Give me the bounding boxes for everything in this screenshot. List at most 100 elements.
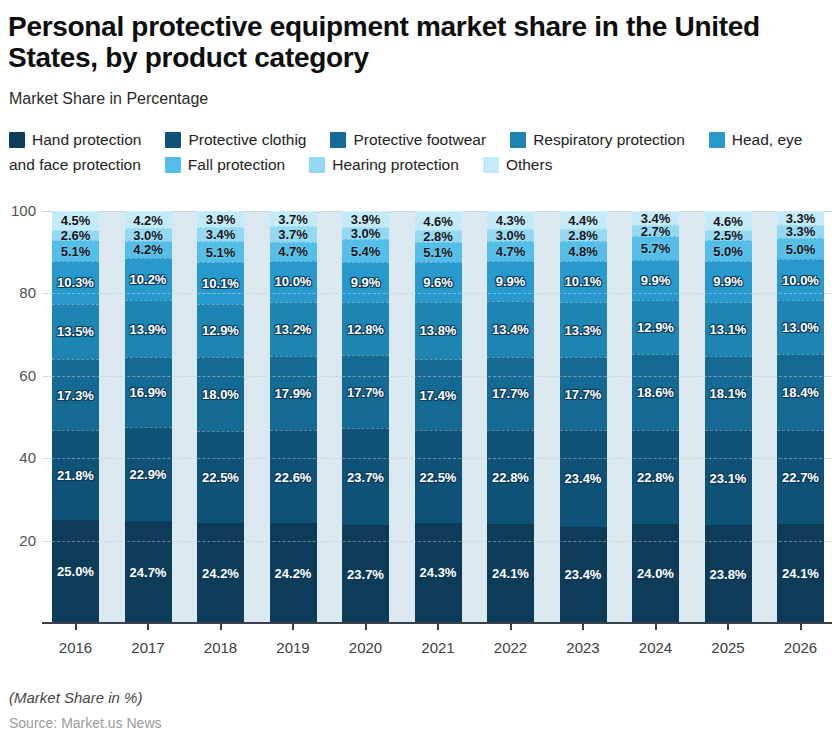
bar-segment-label: 5.0% [786, 242, 816, 257]
bar-segment: 3.0% [125, 228, 172, 240]
bar-segment-label: 5.7% [641, 241, 671, 256]
bar-segment: 22.8% [632, 430, 679, 524]
bar-segment: 4.2% [125, 241, 172, 258]
bar-segment: 24.2% [270, 523, 317, 623]
bar-segment: 13.8% [415, 302, 462, 359]
bar-segment: 24.7% [125, 521, 172, 623]
x-axis-label: 2021 [402, 639, 474, 656]
bar-segment: 5.1% [197, 241, 244, 262]
y-axis-label: 20 [0, 532, 36, 549]
bar-segment-label: 25.0% [57, 564, 94, 579]
bar-segment: 22.8% [487, 430, 534, 524]
bar-segment-label: 3.7% [278, 212, 308, 227]
bar-segment-label: 24.2% [275, 566, 312, 581]
stacked-bar-2020: 23.7%23.7%17.7%12.8%9.9%5.4%3.0%3.9% [342, 211, 389, 623]
bar-gap-background [462, 211, 488, 623]
stacked-bar-2021: 24.3% 22.5% 17.4% 13.8% 9.6% 5.1%2.8%4.6% [415, 211, 462, 623]
bar-segment-label: 22.5% [202, 470, 239, 485]
legend-swatch [483, 157, 499, 173]
bar-segment: 10.1% [560, 261, 607, 303]
x-axis-label: 2020 [330, 639, 402, 656]
bar-segment: 9.6% [415, 262, 462, 302]
bar-segment-label: 4.6% [423, 214, 453, 229]
bar-segment-label: 3.7% [278, 227, 308, 242]
x-axis-tick [727, 624, 729, 630]
bar-segment-label: 22.9% [130, 467, 167, 482]
stacked-bar-2025: 23.8%23.1%18.1%13.1%9.9%5.0%2.5%4.6% [705, 211, 752, 623]
bar-segment-label: 3.0% [351, 226, 381, 241]
bar-segment-label: 4.3% [496, 213, 526, 228]
bar-segment-label: 4.2% [133, 242, 163, 257]
chart-title: Personal protective equipment market sha… [8, 11, 798, 73]
bar-segment-label: 4.8% [568, 244, 598, 259]
bar-segment-label: 5.1% [423, 245, 453, 260]
legend-label: Hearing protection [332, 156, 459, 173]
x-axis-label: 2016 [40, 639, 112, 656]
legend: Hand protectionProtective clothigProtect… [9, 127, 809, 177]
bar-segment-label: 9.9% [713, 274, 743, 289]
legend-label: Protective clothig [188, 131, 306, 148]
x-axis-tick [510, 624, 512, 630]
bar-segment: 3.0% [487, 229, 534, 241]
x-axis-label: 2022 [475, 639, 547, 656]
legend-item: Protective clothig [165, 131, 306, 148]
bar-segment-label: 16.9% [130, 385, 167, 400]
legend-item: Hearing protection [309, 156, 459, 173]
bar-segment: 3.0% [342, 227, 389, 239]
bar-gap-background [172, 211, 198, 623]
bar-segment-label: 4.7% [278, 244, 308, 259]
bar-segment-label: 10.0% [275, 274, 312, 289]
bar-segment-label: 5.0% [713, 244, 743, 259]
bar-segment-label: 17.4% [420, 388, 457, 403]
bar-segment: 3.7% [270, 226, 317, 241]
bar-segment-label: 2.8% [568, 228, 598, 243]
bar-segment-label: 22.7% [782, 470, 819, 485]
x-axis-tick [75, 624, 77, 630]
bar-segment-label: 3.3% [786, 211, 816, 226]
gridline-overlay [42, 376, 832, 377]
bar-segment-label: 3.9% [206, 212, 236, 227]
stacked-bar-2017: 24.7%22.9%16.9%13.9%10.2%4.2%3.0%4.2% [125, 211, 172, 623]
bar-segment: 4.2% [125, 211, 172, 228]
bar-segment: 4.5% [52, 211, 99, 230]
gridline-overlay [42, 458, 832, 459]
bar-segment: 9.9% [342, 262, 389, 303]
bar-segment-label: 13.8% [420, 323, 457, 338]
bar-segment: 24.1% [487, 524, 534, 623]
bar-segment: 17.7% [342, 355, 389, 428]
bar-segment-label: 3.4% [206, 227, 236, 242]
x-axis-tick [147, 624, 149, 630]
bar-segment-label: 9.9% [641, 273, 671, 288]
stacked-bar-2016: 25.0%21.8%17.3%13.5%10.3%5.1%2.6%4.5% [52, 211, 99, 623]
bar-segment: 24.3% [415, 523, 462, 623]
bar-segment: 24.0% [632, 524, 679, 623]
bar-segment-label: 13.1% [710, 322, 747, 337]
legend-item: Fall protection [165, 156, 285, 173]
legend-item: Respiratory protection [510, 131, 685, 148]
bar-segment: 3.9% [197, 211, 244, 227]
bar-gap-background [679, 211, 705, 623]
bar-segment-label: 13.5% [57, 324, 94, 339]
bar-segment: 18.0% [197, 357, 244, 431]
x-axis-tick [655, 624, 657, 630]
bar-segment-label: 23.8% [710, 567, 747, 582]
bar-segment-label: 23.7% [347, 567, 384, 582]
bar-segment-label: 12.9% [202, 323, 239, 338]
bar-segment: 17.7% [560, 357, 607, 430]
bar-gap-background [389, 211, 415, 623]
plot-area: 25.0%21.8%17.3%13.5%10.3%5.1%2.6%4.5% 24.… [42, 211, 832, 623]
bar-segment: 25.0% [52, 520, 99, 623]
x-axis-tick [800, 624, 802, 630]
y-axis-label: 80 [0, 284, 36, 301]
bar-segment: 2.5% [705, 230, 752, 240]
bar-segment: 13.5% [52, 304, 99, 360]
legend-label: Respiratory protection [533, 131, 685, 148]
bar-segment: 13.9% [125, 300, 172, 357]
bar-segment-label: 22.5% [420, 470, 457, 485]
bar-segment-label: 2.8% [423, 229, 453, 244]
bar-segment: 22.7% [777, 430, 824, 524]
chart-source: Source: Market.us News [9, 715, 162, 731]
bar-segment-label: 18.4% [782, 385, 819, 400]
bar-gap-background [99, 211, 125, 623]
bar-segment-label: 4.5% [61, 213, 91, 228]
